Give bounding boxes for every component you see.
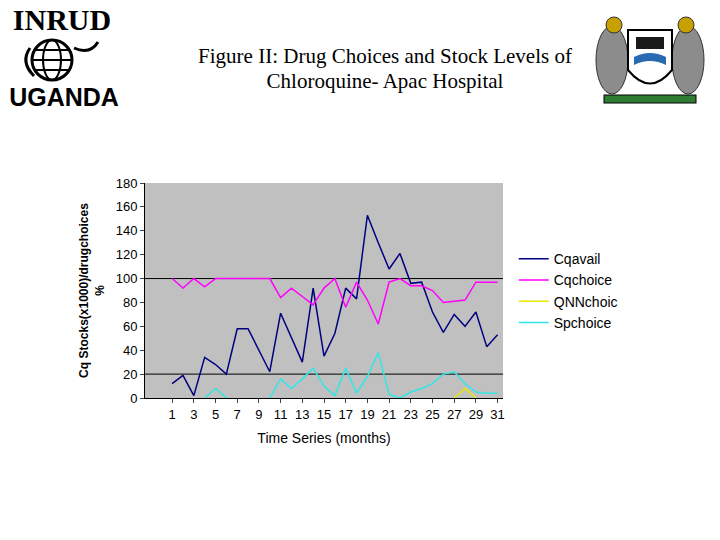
svg-text:7: 7 — [234, 407, 241, 422]
svg-text:5: 5 — [212, 407, 219, 422]
svg-text:25: 25 — [425, 407, 439, 422]
svg-text:17: 17 — [338, 407, 352, 422]
svg-text:31: 31 — [490, 407, 504, 422]
svg-text:Cqchoice: Cqchoice — [554, 272, 613, 288]
svg-text:3: 3 — [190, 407, 197, 422]
svg-text:Spchoice: Spchoice — [554, 315, 612, 331]
svg-text:9: 9 — [255, 407, 262, 422]
svg-text:29: 29 — [469, 407, 483, 422]
svg-text:21: 21 — [382, 407, 396, 422]
svg-text:QNNchoic: QNNchoic — [554, 294, 618, 310]
svg-text:160: 160 — [116, 199, 138, 214]
svg-text:100: 100 — [116, 271, 138, 286]
svg-text:Time Series (months): Time Series (months) — [257, 430, 390, 446]
html-text:Figure II: Drug Choices and St: Figure II: Drug Choices and Stock Levels… — [198, 44, 572, 93]
svg-text:INRUD: INRUD — [13, 3, 111, 36]
svg-text:60: 60 — [123, 319, 137, 334]
svg-text:23: 23 — [404, 407, 418, 422]
svg-text:15: 15 — [317, 407, 331, 422]
svg-text:19: 19 — [360, 407, 374, 422]
svg-text:40: 40 — [123, 343, 137, 358]
svg-text:0: 0 — [130, 391, 137, 406]
svg-text:Cq Stocks(x1000)/drugchoices%: Cq Stocks(x1000)/drugchoices% — [77, 203, 107, 378]
svg-text:13: 13 — [295, 407, 309, 422]
svg-text:80: 80 — [123, 295, 137, 310]
svg-text:180: 180 — [116, 176, 138, 191]
svg-text:140: 140 — [116, 223, 138, 238]
svg-text:11: 11 — [274, 407, 288, 422]
svg-text:27: 27 — [447, 407, 461, 422]
svg-text:20: 20 — [123, 367, 137, 382]
svg-text:Cqavail: Cqavail — [554, 251, 601, 267]
svg-text:1: 1 — [169, 407, 176, 422]
svg-text:UGANDA: UGANDA — [9, 83, 119, 111]
svg-text:120: 120 — [116, 247, 138, 262]
